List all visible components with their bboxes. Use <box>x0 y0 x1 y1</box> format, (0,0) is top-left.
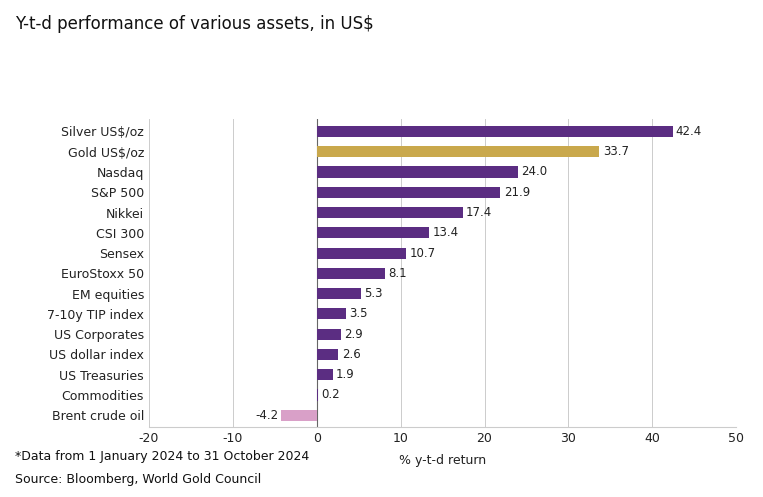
Text: *Data from 1 January 2024 to 31 October 2024: *Data from 1 January 2024 to 31 October … <box>15 450 310 463</box>
Bar <box>317 187 501 198</box>
Text: 42.4: 42.4 <box>676 125 702 138</box>
Text: 17.4: 17.4 <box>466 206 492 219</box>
Text: 5.3: 5.3 <box>365 287 383 300</box>
Text: 33.7: 33.7 <box>603 145 629 158</box>
Bar <box>317 227 429 239</box>
Bar <box>317 329 341 340</box>
Bar <box>317 166 518 177</box>
Text: Source: Bloomberg, World Gold Council: Source: Bloomberg, World Gold Council <box>15 473 262 486</box>
Text: 2.6: 2.6 <box>342 348 361 361</box>
Text: 21.9: 21.9 <box>504 186 530 199</box>
Bar <box>317 146 600 157</box>
Bar <box>317 369 333 380</box>
Bar <box>317 248 407 258</box>
Bar <box>282 410 317 421</box>
Text: 0.2: 0.2 <box>322 389 340 402</box>
X-axis label: % y-t-d return: % y-t-d return <box>399 454 486 467</box>
Text: 1.9: 1.9 <box>336 368 355 381</box>
Bar <box>317 126 672 137</box>
Bar <box>317 288 361 299</box>
Bar <box>317 349 339 360</box>
Text: 8.1: 8.1 <box>388 267 407 280</box>
Bar <box>317 268 385 279</box>
Bar <box>317 308 346 320</box>
Text: 24.0: 24.0 <box>521 166 548 178</box>
Text: 2.9: 2.9 <box>344 328 363 340</box>
Text: -4.2: -4.2 <box>255 409 278 422</box>
Text: 3.5: 3.5 <box>349 308 368 321</box>
Bar <box>317 390 318 401</box>
Text: 10.7: 10.7 <box>410 247 436 259</box>
Text: Y-t-d performance of various assets, in US$: Y-t-d performance of various assets, in … <box>15 15 374 33</box>
Bar <box>317 207 462 218</box>
Text: 13.4: 13.4 <box>433 226 459 239</box>
